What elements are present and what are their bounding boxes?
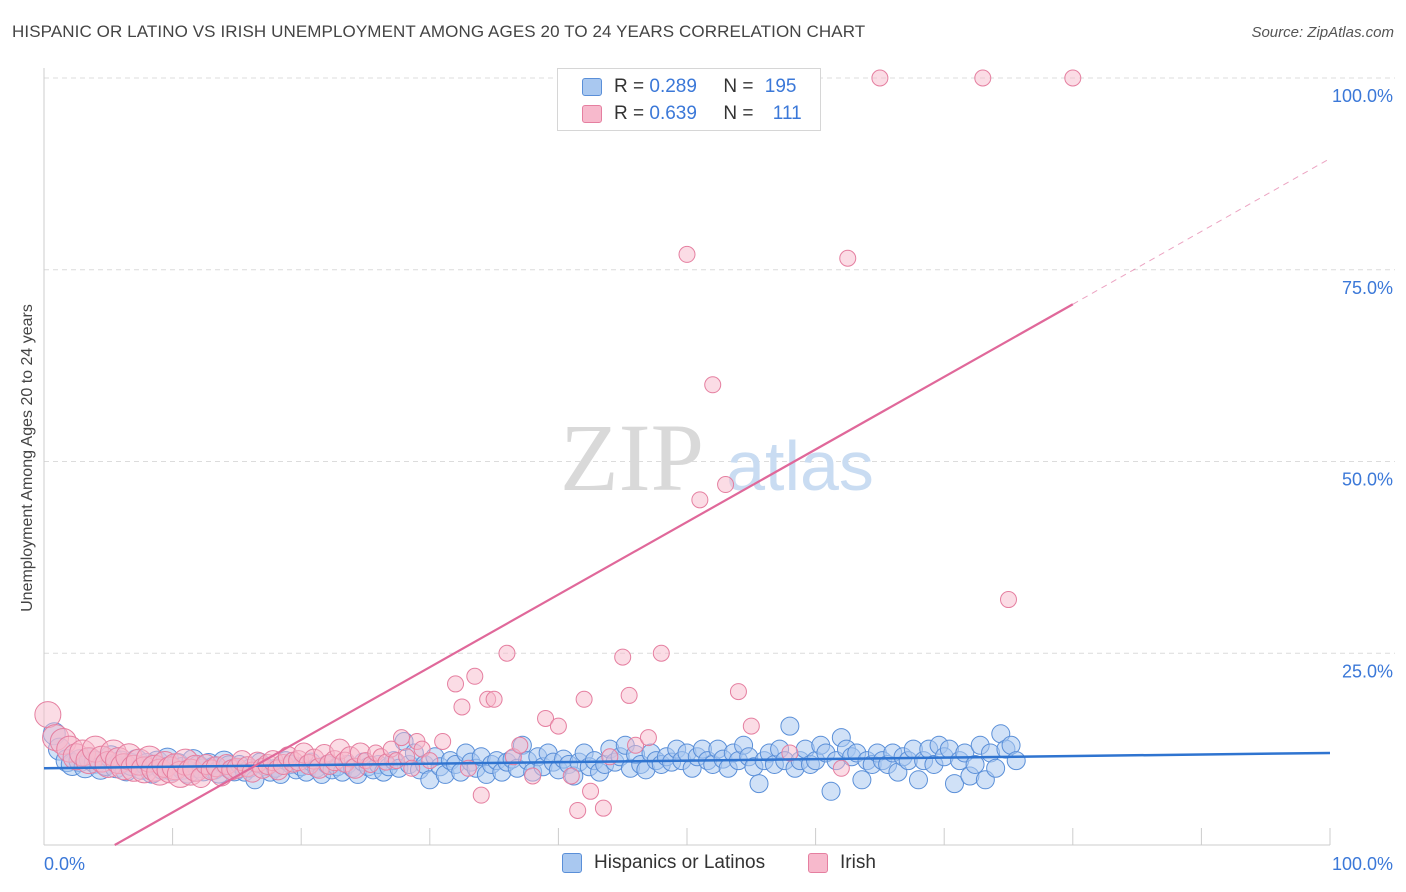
x-tick-label-max: 100.0% xyxy=(1332,854,1393,874)
point-irish xyxy=(717,476,735,494)
chart-source: Source: ZipAtlas.com xyxy=(1251,24,1394,41)
point-hispanics xyxy=(965,754,985,774)
point-irish xyxy=(871,69,889,87)
axis-tick-labels: 25.0% 50.0% 75.0% 100.0% 0.0% 100.0% xyxy=(44,86,1393,874)
legend-n-label: N = xyxy=(723,103,754,124)
point-irish xyxy=(1064,69,1082,87)
legend-n-value: 195 xyxy=(764,76,797,97)
series-legend: Hispanics or Latinos Irish xyxy=(0,852,1406,878)
point-irish xyxy=(614,648,632,666)
point-irish xyxy=(34,701,62,729)
point-irish xyxy=(549,717,567,735)
point-irish xyxy=(524,767,542,785)
point-irish xyxy=(537,709,555,727)
point-irish xyxy=(485,690,503,708)
point-irish xyxy=(691,491,709,509)
point-irish xyxy=(704,376,722,394)
trend-line-irish xyxy=(114,303,1074,846)
x-tick-label-min: 0.0% xyxy=(44,854,85,874)
y-tick-label: 100.0% xyxy=(1332,86,1393,106)
legend-label-irish: Irish xyxy=(840,852,876,873)
point-hispanics xyxy=(1006,751,1026,771)
point-irish xyxy=(421,752,439,770)
trend-line-hispanics xyxy=(43,751,1331,770)
point-irish xyxy=(620,686,638,704)
point-irish xyxy=(832,759,850,777)
legend-r-value: 0.639 xyxy=(649,103,697,124)
point-irish xyxy=(627,736,645,754)
series-irish-points xyxy=(34,69,1082,819)
point-irish xyxy=(434,732,452,750)
point-hispanics xyxy=(780,716,800,736)
legend-n-value: 111 xyxy=(772,103,802,124)
legend-r-label: R = xyxy=(614,103,645,124)
watermark-zip: ZIP xyxy=(560,404,704,511)
point-hispanics xyxy=(749,774,769,794)
point-irish xyxy=(582,782,600,800)
point-irish xyxy=(678,245,696,263)
point-hispanics xyxy=(944,774,964,794)
point-irish xyxy=(569,801,587,819)
point-irish xyxy=(466,667,484,685)
legend-n-label: N = xyxy=(723,76,754,97)
point-irish xyxy=(652,644,670,662)
y-tick-label: 50.0% xyxy=(1342,470,1393,490)
point-irish xyxy=(472,786,490,804)
point-hispanics xyxy=(852,770,872,790)
point-hispanics xyxy=(986,758,1006,778)
point-irish xyxy=(393,729,411,747)
point-irish xyxy=(974,69,992,87)
point-irish xyxy=(639,729,657,747)
legend-r-label: R = xyxy=(614,76,645,97)
point-irish xyxy=(594,799,612,817)
watermark: ZIP atlas xyxy=(560,404,874,511)
grid-lines xyxy=(43,68,1395,846)
legend-label-hispanics: Hispanics or Latinos xyxy=(594,852,766,873)
legend-swatch-pink xyxy=(582,105,602,123)
point-hispanics xyxy=(908,770,928,790)
legend-item-irish[interactable]: Irish xyxy=(808,852,876,874)
point-hispanics xyxy=(821,781,841,801)
point-irish xyxy=(742,717,760,735)
y-tick-label: 75.0% xyxy=(1342,278,1393,298)
point-irish xyxy=(839,249,857,267)
legend-row-hispanics: R = 0.289 N = 195 xyxy=(582,76,796,98)
y-tick-label: 25.0% xyxy=(1342,661,1393,681)
point-irish xyxy=(453,698,471,716)
legend-swatch-irish xyxy=(808,853,828,873)
point-irish xyxy=(575,690,593,708)
point-irish xyxy=(447,675,465,693)
chart-title: HISPANIC OR LATINO VS IRISH UNEMPLOYMENT… xyxy=(12,22,866,41)
point-irish xyxy=(498,644,516,662)
trend-lines xyxy=(43,158,1331,846)
legend-item-hispanics[interactable]: Hispanics or Latinos xyxy=(562,852,765,874)
point-irish xyxy=(511,736,529,754)
trend-line-irish-extrapolated xyxy=(1072,158,1331,305)
legend-r-value: 0.289 xyxy=(649,76,697,97)
point-irish xyxy=(729,683,747,701)
legend-row-irish: R = 0.639 N = 111 xyxy=(582,103,802,125)
legend-swatch-blue xyxy=(582,78,602,96)
legend-swatch-hispanics xyxy=(562,853,582,873)
watermark-atlas: atlas xyxy=(726,427,874,505)
point-irish xyxy=(781,744,799,762)
point-irish xyxy=(1000,591,1017,609)
correlation-legend: R = 0.289 N = 195 R = 0.639 N = 111 xyxy=(557,68,821,131)
point-irish xyxy=(562,767,580,785)
